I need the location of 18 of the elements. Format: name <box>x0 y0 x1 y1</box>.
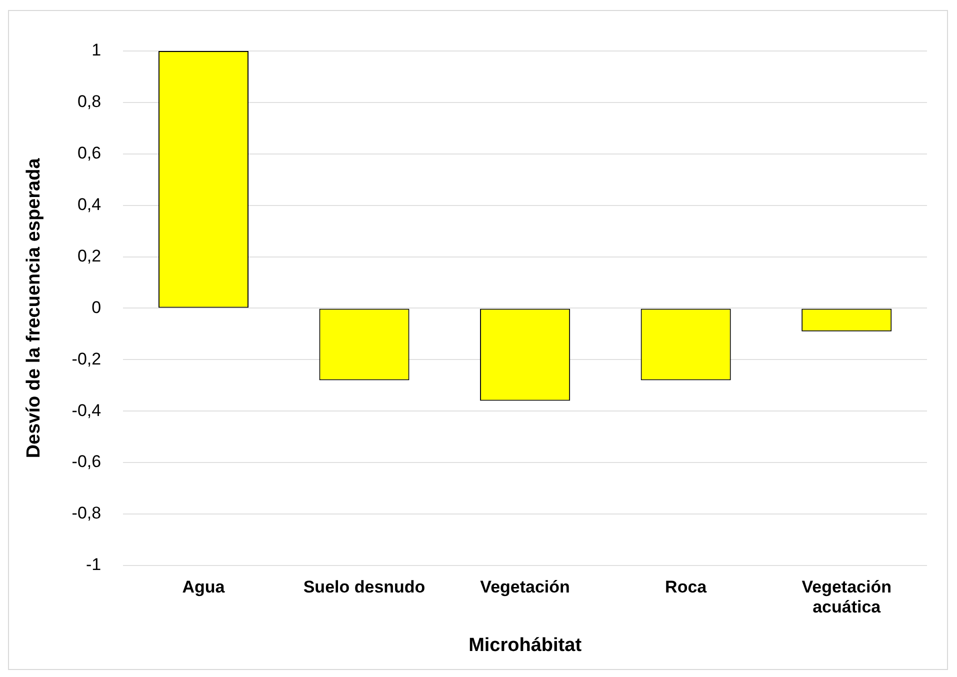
y-tick-label: -1 <box>86 555 102 574</box>
y-tick-label: 0,6 <box>77 144 102 163</box>
y-tick-label: 0 <box>92 298 102 317</box>
y-tick-label: -0,6 <box>72 452 102 472</box>
x-tick-label: Vegetación <box>480 577 570 596</box>
y-axis-title: Desvío de la frecuencia esperada <box>24 158 45 458</box>
y-tick-label: 0,8 <box>77 92 102 112</box>
y-tick-label: -0,2 <box>72 349 102 368</box>
x-tick-label: Agua <box>182 577 226 596</box>
x-tick-label: Suelo desnudo <box>303 577 426 596</box>
x-tick-label: Roca <box>665 577 708 596</box>
y-tick-label: 1 <box>92 40 102 60</box>
y-tick-label: 0,2 <box>77 246 102 266</box>
y-tick-label: 0,4 <box>77 195 102 214</box>
y-tick-label: -0,4 <box>72 400 102 420</box>
y-tick-label: -0,8 <box>72 504 102 523</box>
x-tick-label: Vegetación acuática <box>802 577 892 617</box>
x-axis-title: Microhábitat <box>468 634 582 656</box>
